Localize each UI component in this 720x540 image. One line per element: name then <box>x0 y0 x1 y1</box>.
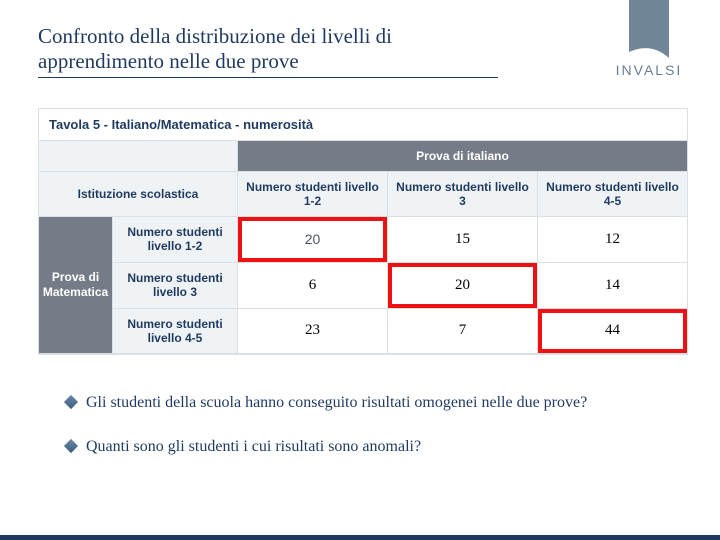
bullet-text-2: Quanti sono gli studenti i cui risultati… <box>86 436 421 458</box>
logo-icon <box>625 0 673 60</box>
page-title: Confronto della distribuzione dei livell… <box>38 24 498 78</box>
crosstab-table: Tavola 5 - Italiano/Matematica - numeros… <box>38 108 688 355</box>
bullet-text-1: Gli studenti della scuola hanno consegui… <box>86 392 587 414</box>
col-header-1: Numero studenti livello 1-2 <box>238 172 388 217</box>
cell-1-0: 6 <box>238 263 388 309</box>
row-header-1: Numero studenti livello 1-2 <box>113 217 238 263</box>
bullet-item: Quanti sono gli studenti i cui risultati… <box>66 436 676 458</box>
bullet-list: Gli studenti della scuola hanno consegui… <box>66 392 676 479</box>
row-group-header: Prova di Matematica <box>39 217 113 354</box>
cell-2-2-val: 44 <box>605 322 620 339</box>
cell-0-2: 12 <box>538 217 688 263</box>
table-caption: Tavola 5 - Italiano/Matematica - numeros… <box>39 109 687 141</box>
cell-2-2: 44 <box>538 309 688 355</box>
cell-2-0: 23 <box>238 309 388 355</box>
cell-0-0: 20 <box>238 217 388 263</box>
bullet-icon <box>64 439 78 453</box>
corner-blank <box>39 141 238 172</box>
col-header-3: Numero studenti livello 4-5 <box>538 172 688 217</box>
cell-1-1-val: 20 <box>455 277 470 294</box>
table-grid: Prova di italiano Istituzione scolastica… <box>39 141 687 354</box>
slide: Confronto della distribuzione dei livell… <box>0 0 720 540</box>
bullet-icon <box>64 395 78 409</box>
cell-2-1: 7 <box>388 309 538 355</box>
row-header-2: Numero studenti livello 3 <box>113 263 238 309</box>
cell-0-0-val: 20 <box>305 231 321 247</box>
cell-0-1: 15 <box>388 217 538 263</box>
row-group-label-text: Prova di Matematica <box>43 270 108 300</box>
col-group-header: Prova di italiano <box>238 141 688 172</box>
bullet-item: Gli studenti della scuola hanno consegui… <box>66 392 676 414</box>
footer-bar <box>0 535 720 540</box>
logo-text: INVALSI <box>590 62 708 78</box>
invalsi-logo: INVALSI <box>590 0 708 78</box>
cell-1-1: 20 <box>388 263 538 309</box>
title-area: Confronto della distribuzione dei livell… <box>38 24 498 78</box>
row-header-3: Numero studenti livello 4-5 <box>113 309 238 355</box>
col-header-2: Numero studenti livello 3 <box>388 172 538 217</box>
cell-1-2: 14 <box>538 263 688 309</box>
corner-label: Istituzione scolastica <box>39 172 238 217</box>
